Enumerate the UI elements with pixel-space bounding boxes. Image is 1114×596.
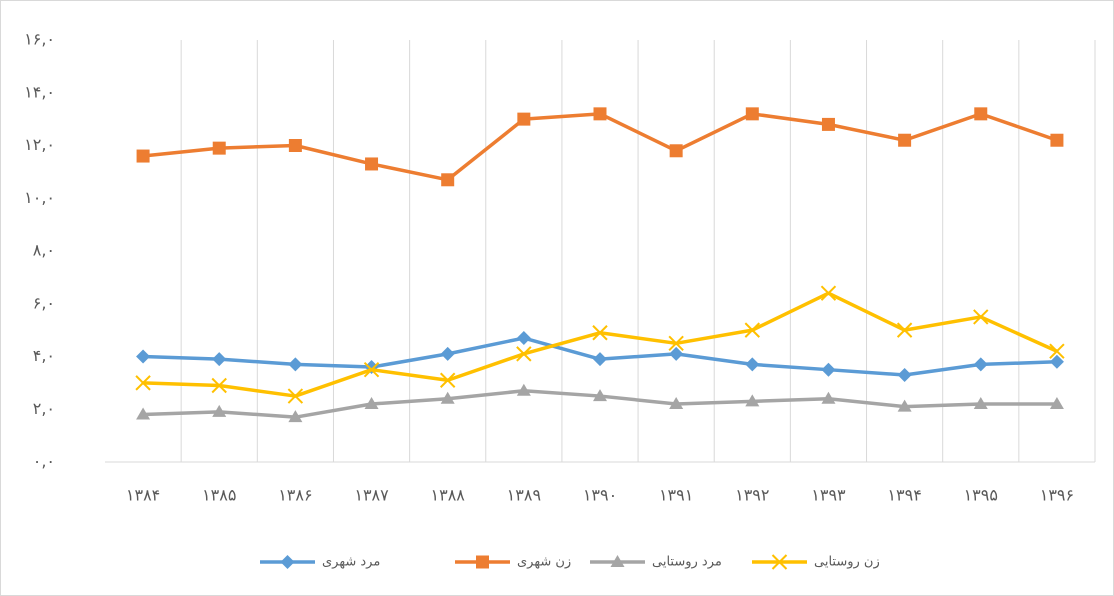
data-point (745, 107, 759, 121)
data-point (669, 396, 684, 409)
series (135, 285, 1065, 404)
data-point (516, 346, 532, 362)
data-point (287, 388, 304, 404)
x-tick-label: ۱۳۹۵ (964, 486, 998, 505)
legend-label: زن روستایی (814, 555, 880, 570)
data-point (136, 407, 151, 420)
data-point (136, 149, 150, 163)
data-point (610, 555, 625, 567)
x-tick-label: ۱۳۹۳ (811, 486, 846, 505)
x-tick-label: ۱۳۸۶ (278, 486, 312, 505)
data-point (973, 309, 989, 325)
series (136, 383, 1064, 423)
data-point (212, 141, 226, 155)
data-point (280, 555, 295, 569)
data-point (440, 346, 455, 361)
y-tick-label: ۲,۰ (33, 399, 55, 418)
legend-label: مرد روستایی (652, 555, 722, 570)
x-tick-label: ۱۳۸۸ (431, 486, 466, 505)
data-point (973, 396, 988, 409)
data-point (516, 383, 531, 396)
data-point (821, 362, 836, 377)
data-point (212, 404, 227, 417)
x-tick-label: ۱۳۹۰ (583, 486, 617, 505)
x-tick-label: ۱۳۹۱ (659, 486, 693, 505)
y-tick-label: ۱۲,۰ (24, 135, 55, 154)
y-tick-label: ۰,۰ (33, 452, 55, 471)
x-tick-label: ۱۳۹۶ (1040, 486, 1074, 505)
y-tick-label: ۱۰,۰ (24, 188, 55, 207)
data-point (745, 394, 760, 407)
y-tick-label: ۸,۰ (33, 241, 55, 260)
data-point (1050, 133, 1064, 147)
data-point (593, 107, 607, 121)
data-point (441, 173, 455, 187)
y-tick-label: ۱۴,۰ (24, 82, 55, 101)
data-point (974, 107, 988, 121)
x-tick-label: ۱۳۹۴ (887, 486, 921, 505)
data-point (476, 555, 489, 569)
data-point (439, 372, 456, 388)
series (136, 107, 1064, 187)
y-tick-label: ۱۶,۰ (24, 30, 55, 49)
data-point (744, 322, 761, 338)
legend-label: زن شهری (517, 555, 571, 570)
data-point (363, 361, 380, 378)
y-tick-label: ۶,۰ (33, 293, 55, 312)
data-point (288, 139, 302, 152)
data-point (896, 322, 913, 338)
series (136, 331, 1064, 382)
data-point (593, 389, 607, 402)
data-point (516, 331, 531, 346)
data-point (1049, 396, 1064, 409)
data-point (135, 375, 151, 391)
data-point (211, 377, 227, 394)
data-point (669, 346, 684, 361)
data-point (820, 285, 837, 301)
data-point (593, 352, 607, 367)
x-tick-label: ۱۳۸۴ (126, 486, 160, 505)
data-point (212, 352, 227, 367)
data-point (136, 349, 151, 364)
y-tick-label: ۴,۰ (33, 346, 55, 365)
x-tick-label: ۱۳۸۵ (202, 486, 236, 505)
legend-label: مرد شهری (322, 555, 380, 570)
data-point (897, 367, 912, 382)
data-point (771, 554, 788, 570)
data-point (1049, 354, 1064, 369)
x-tick-label: ۱۳۸۹ (507, 486, 541, 505)
data-point (1049, 343, 1065, 359)
data-point (517, 112, 531, 126)
data-point (440, 391, 455, 404)
data-point (897, 399, 912, 412)
data-point (668, 335, 684, 352)
data-point (365, 157, 379, 171)
x-tick-label: ۱۳۹۲ (735, 486, 769, 505)
data-point (288, 357, 303, 372)
data-point (364, 396, 379, 409)
data-point (973, 357, 988, 372)
data-point (745, 357, 760, 372)
data-point (898, 133, 912, 147)
data-point (821, 117, 835, 131)
x-tick-label: ۱۳۸۷ (354, 486, 389, 505)
data-point (592, 325, 608, 341)
data-point (669, 144, 683, 158)
data-point (288, 410, 303, 423)
data-point (821, 391, 836, 404)
